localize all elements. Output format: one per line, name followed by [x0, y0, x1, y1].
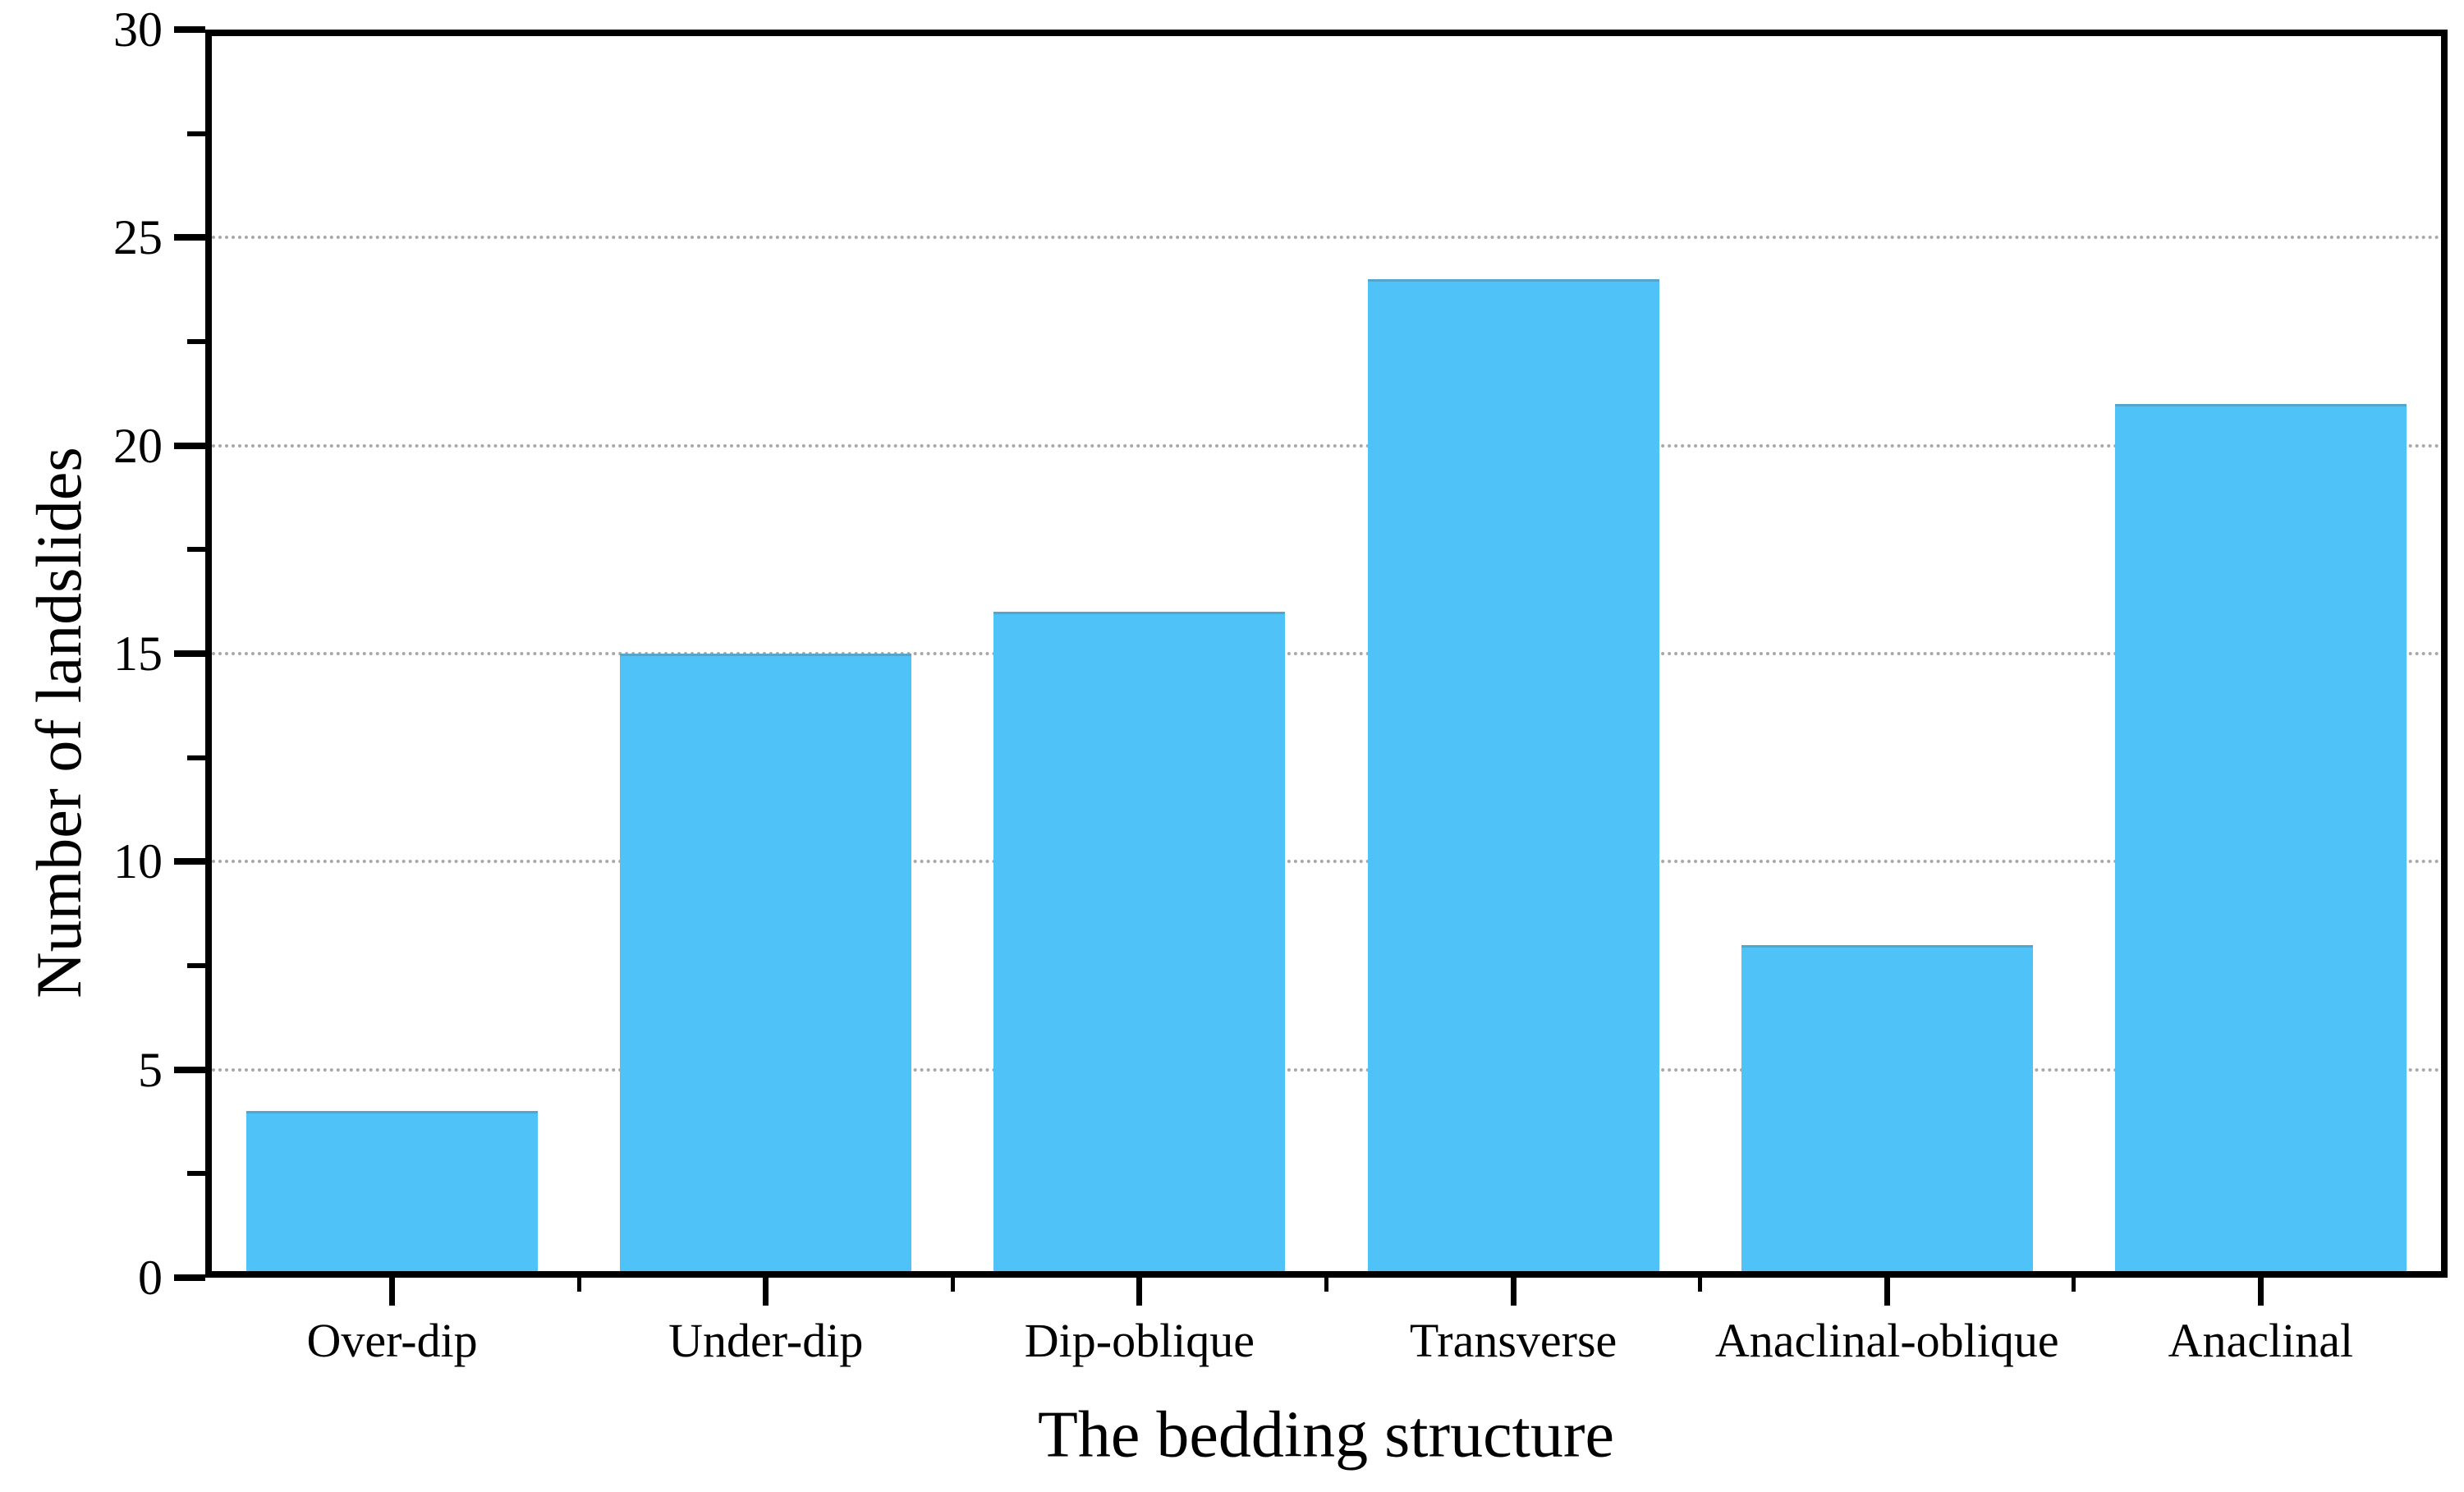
- x-minor-tick: [1698, 1278, 1703, 1292]
- x-axis-title: The bedding structure: [1038, 1398, 1614, 1471]
- category-label: Over-dip: [306, 1314, 478, 1367]
- y-tick-label: 0: [138, 1251, 163, 1305]
- category-label: Dip-oblique: [1024, 1314, 1255, 1367]
- grid-line: [212, 1067, 2441, 1072]
- plot-area-frame: [205, 30, 2448, 1278]
- x-minor-tick: [950, 1278, 955, 1292]
- grid-line: [212, 860, 2441, 864]
- x-major-tick: [2257, 1278, 2264, 1306]
- category-label: Anaclinal-oblique: [1714, 1314, 2059, 1367]
- y-minor-tick: [187, 1171, 205, 1177]
- x-major-tick: [1136, 1278, 1143, 1306]
- bar-transverse: [1367, 279, 1659, 1278]
- y-tick-label: 20: [113, 418, 163, 473]
- bar-anaclinal-oblique: [1741, 944, 2033, 1278]
- y-axis-title: Number of landslides: [23, 447, 94, 998]
- y-major-tick: [174, 234, 205, 241]
- category-label: Under-dip: [668, 1314, 864, 1367]
- x-minor-tick: [1324, 1278, 1328, 1292]
- y-tick-label: 30: [113, 2, 163, 57]
- y-tick-label: 25: [113, 210, 163, 265]
- y-minor-tick: [187, 547, 205, 553]
- bar-anaclinal: [2114, 404, 2407, 1278]
- bar-over-dip: [246, 1111, 539, 1278]
- x-major-tick: [1510, 1278, 1516, 1306]
- x-major-tick: [1884, 1278, 1890, 1306]
- x-major-tick: [763, 1278, 769, 1306]
- x-major-tick: [389, 1278, 396, 1306]
- y-minor-tick: [187, 755, 205, 760]
- grid-line: [212, 443, 2441, 448]
- x-minor-tick: [2072, 1278, 2076, 1292]
- y-major-tick: [174, 1274, 205, 1281]
- y-major-tick: [174, 650, 205, 657]
- category-label: Anaclinal: [2168, 1314, 2354, 1367]
- y-minor-tick: [187, 131, 205, 136]
- bar-under-dip: [620, 654, 912, 1278]
- bar-dip-oblique: [993, 612, 1286, 1278]
- grid-line: [212, 236, 2441, 240]
- y-major-tick: [174, 1066, 205, 1073]
- y-tick-label: 15: [113, 627, 163, 681]
- y-minor-tick: [187, 963, 205, 968]
- category-label: Transverse: [1409, 1314, 1617, 1367]
- y-minor-tick: [187, 339, 205, 344]
- y-tick-label: 5: [138, 1042, 163, 1097]
- y-tick-label: 10: [113, 834, 163, 889]
- x-minor-tick: [576, 1278, 581, 1292]
- y-major-tick: [174, 858, 205, 865]
- grid-line: [212, 652, 2441, 655]
- y-major-tick: [174, 26, 205, 33]
- y-major-tick: [174, 442, 205, 449]
